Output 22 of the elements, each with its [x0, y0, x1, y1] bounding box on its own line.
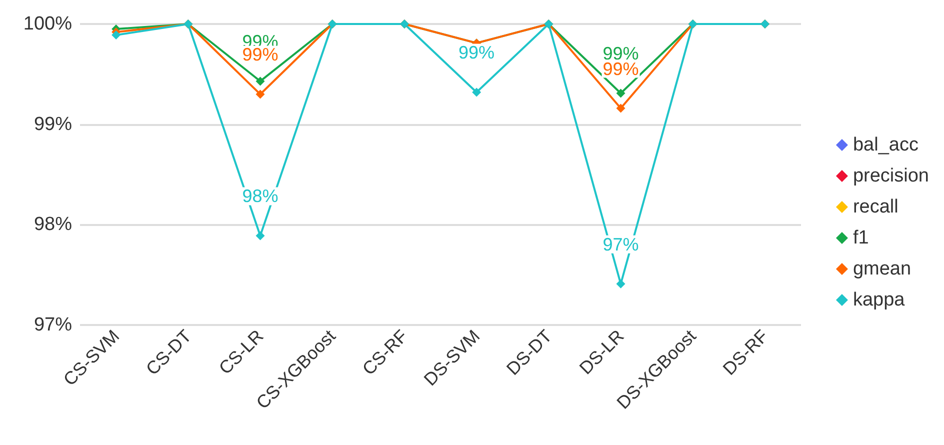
point — [472, 88, 482, 97]
legend-label: recall — [852, 196, 898, 218]
data-label: 97% — [602, 234, 639, 254]
data-label: 99% — [458, 42, 495, 63]
legend-label: precision — [852, 166, 930, 186]
data-label: 98% — [242, 186, 278, 206]
y-tick-label: 99% — [34, 114, 72, 135]
y-tick-label: 98% — [34, 214, 72, 236]
point — [256, 231, 265, 240]
legend-label: gmean — [852, 258, 912, 280]
y-tick-label: 97% — [34, 314, 72, 336]
legend-label: f1 — [852, 228, 869, 248]
legend-label: kappa — [852, 290, 906, 310]
point — [616, 104, 626, 113]
point — [256, 76, 265, 86]
point — [616, 279, 626, 288]
point — [256, 90, 265, 99]
point — [112, 30, 121, 40]
y-tick-label: 100% — [23, 14, 72, 34]
legend-label: bal_acc — [852, 134, 918, 156]
data-label: 99% — [602, 58, 639, 79]
point — [616, 88, 626, 98]
